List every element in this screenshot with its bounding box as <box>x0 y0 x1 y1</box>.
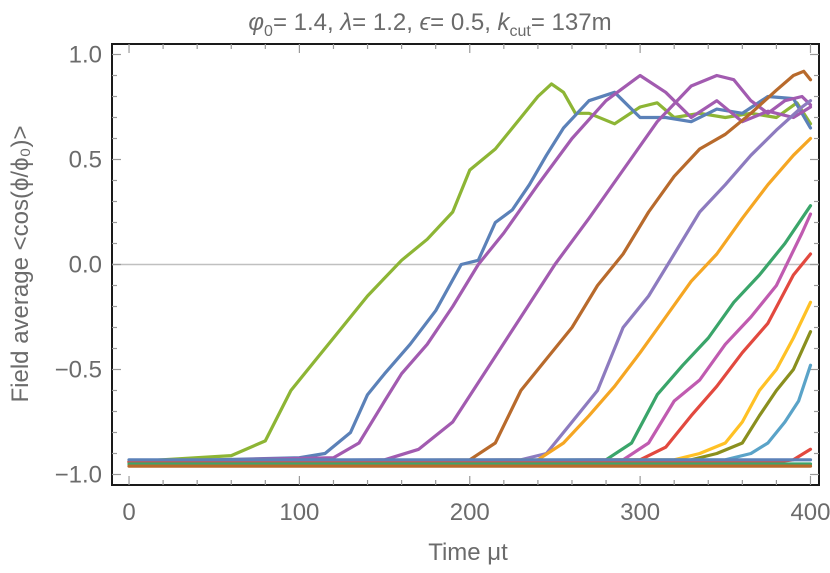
series-line-1 <box>127 82 813 464</box>
chart-title: φ0= 1.4, λ= 1.2, ϵ= 0.5, kcut= 137m <box>248 9 611 40</box>
series-lines <box>127 69 813 468</box>
x-axis-label: Time μt <box>428 539 508 566</box>
series-line-5 <box>127 69 813 464</box>
y-tick-label: −0.5 <box>55 357 102 384</box>
series-line-2 <box>127 90 813 464</box>
y-tick-label: 0.5 <box>69 147 102 174</box>
series-line-7 <box>127 136 813 464</box>
y-axis-label: Field average <cos(ϕ/ϕ₀)> <box>7 126 34 403</box>
series-line-9 <box>127 212 813 464</box>
series-line-10 <box>127 252 813 464</box>
series-line-6 <box>127 99 813 464</box>
tick-labels: 0 100 200 300 400 1.0 0.5 0.0 −0.5 −1.0 <box>55 42 830 527</box>
series-line-3 <box>127 73 813 464</box>
x-tick-label: 300 <box>620 499 660 526</box>
y-tick-label: 0.0 <box>69 252 102 279</box>
series-line-4 <box>127 73 813 464</box>
series-line-11 <box>127 300 813 464</box>
x-tick-label: 400 <box>790 499 830 526</box>
y-tick-label: 1.0 <box>69 42 102 69</box>
x-tick-label: 100 <box>279 499 319 526</box>
series-line-13 <box>127 363 813 464</box>
series-line-8 <box>127 204 813 464</box>
x-tick-label: 0 <box>122 499 135 526</box>
y-tick-label: −1.0 <box>55 462 102 489</box>
x-tick-label: 200 <box>450 499 490 526</box>
